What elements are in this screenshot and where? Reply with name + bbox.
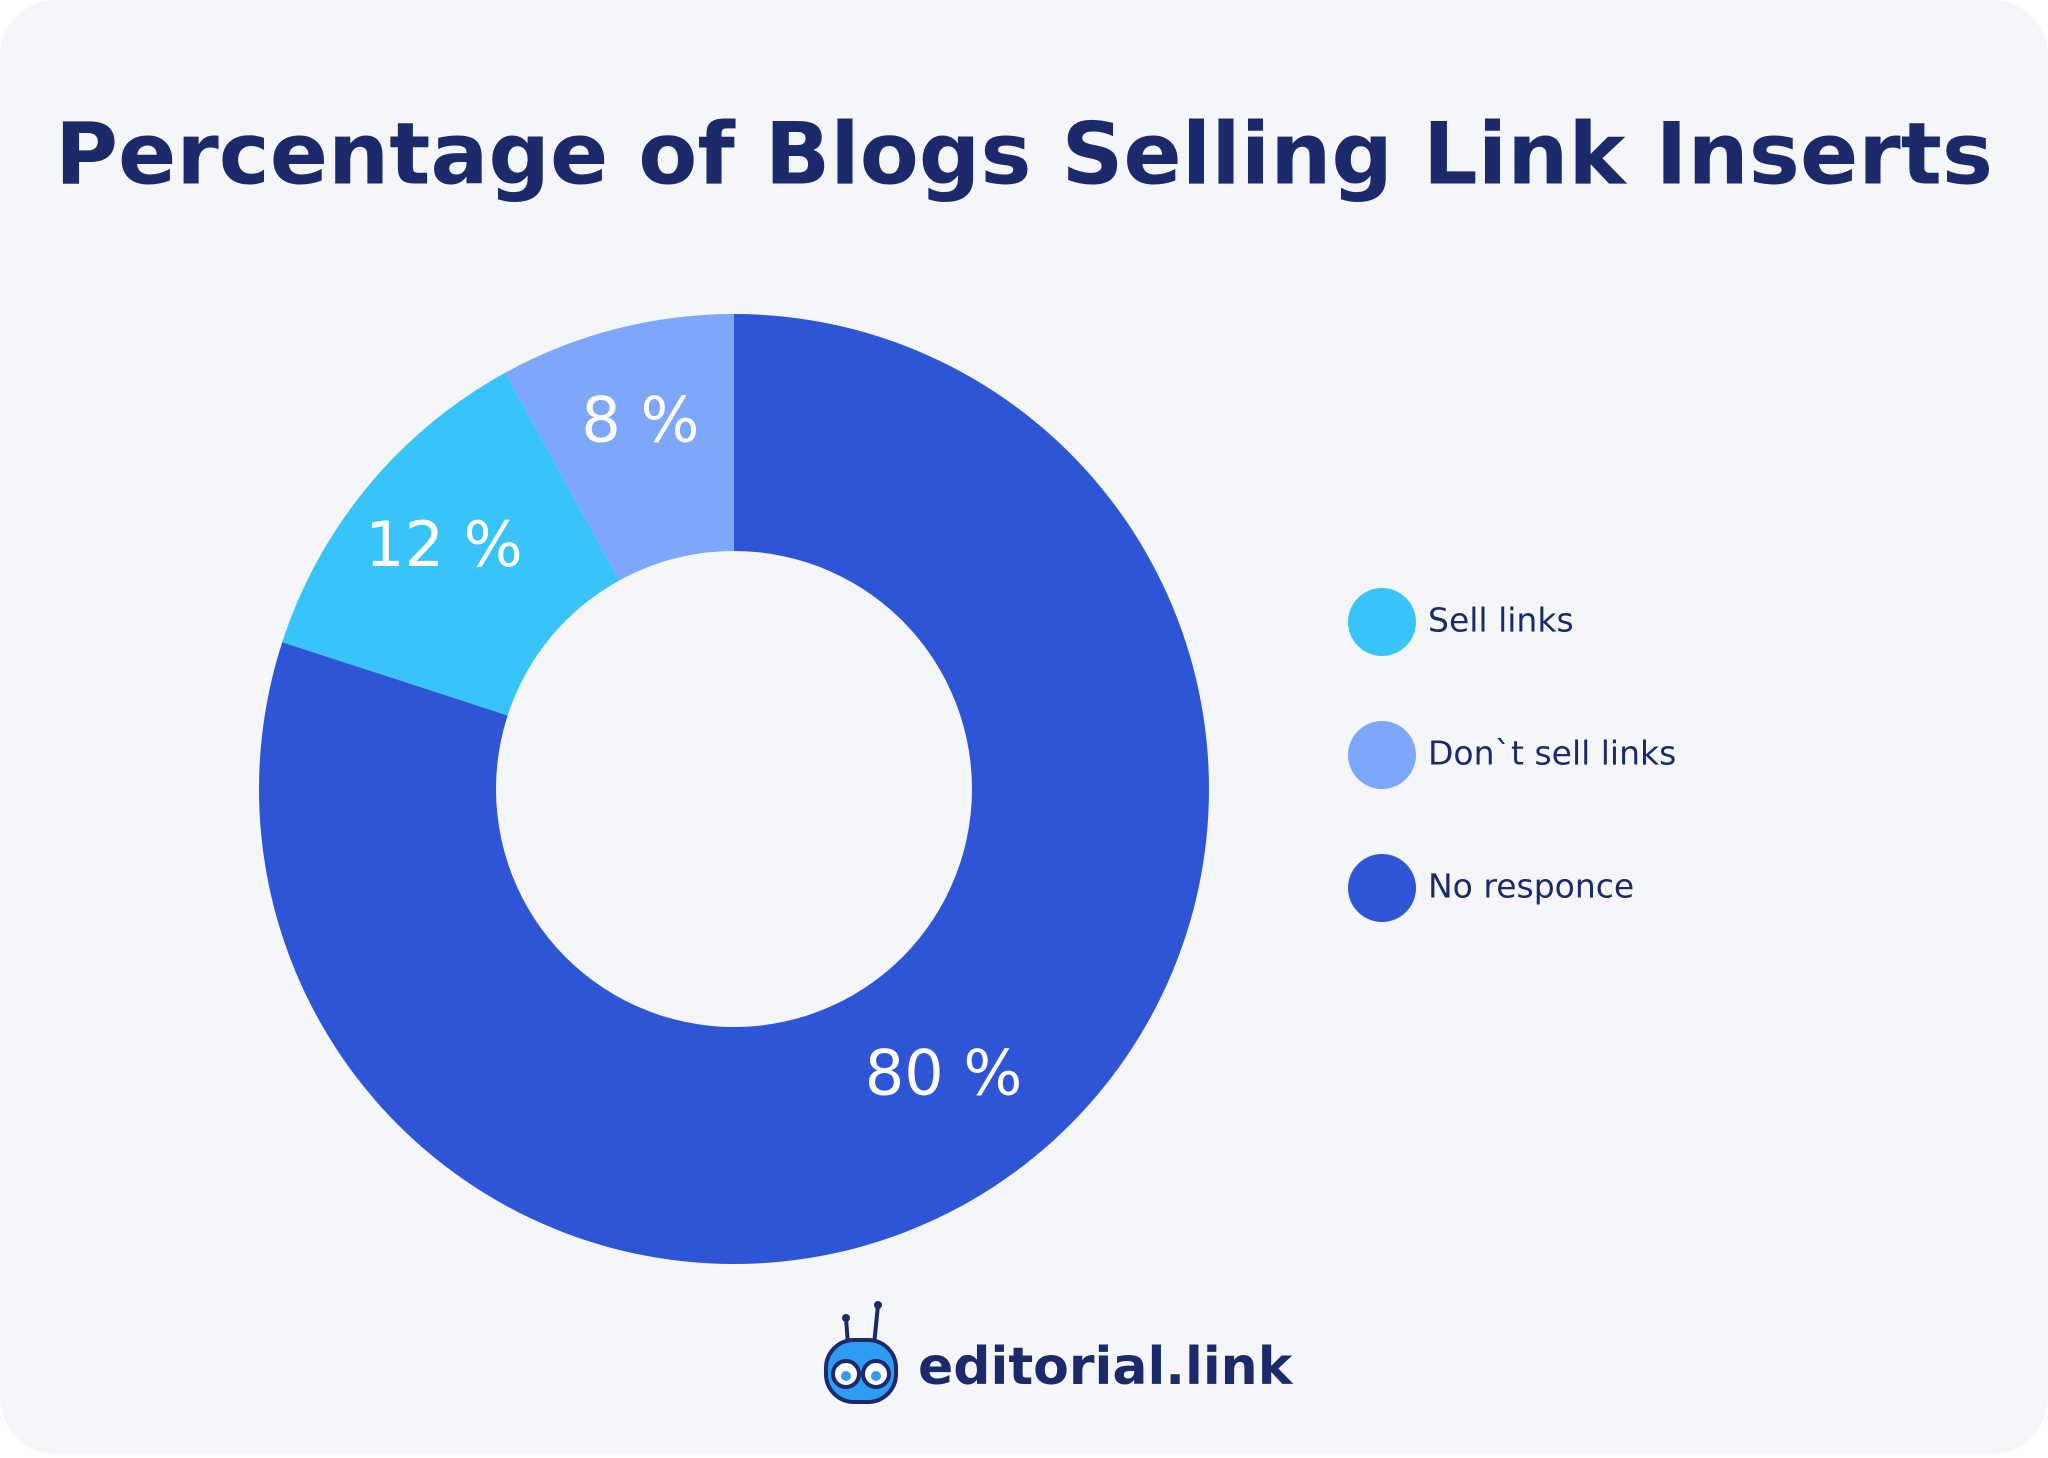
logo-icon	[824, 1301, 898, 1404]
value-label: 8 %	[581, 383, 699, 456]
legend-swatch	[1348, 721, 1416, 789]
legend-label: No responce	[1428, 867, 1634, 906]
donut-slice	[505, 314, 734, 581]
legend-swatch	[1348, 854, 1416, 922]
donut-slice	[259, 314, 1209, 1265]
legend-label: Sell links	[1428, 601, 1574, 640]
legend-label: Don`t sell links	[1428, 734, 1676, 773]
chart-title: Percentage of Blogs Selling Link Inserts	[55, 104, 1993, 204]
value-label: 80 %	[865, 1037, 1023, 1110]
donut-slice	[282, 372, 620, 716]
logo-text: editorial.link	[918, 1337, 1294, 1397]
legend-swatch	[1348, 588, 1416, 656]
value-label: 12 %	[365, 508, 523, 581]
